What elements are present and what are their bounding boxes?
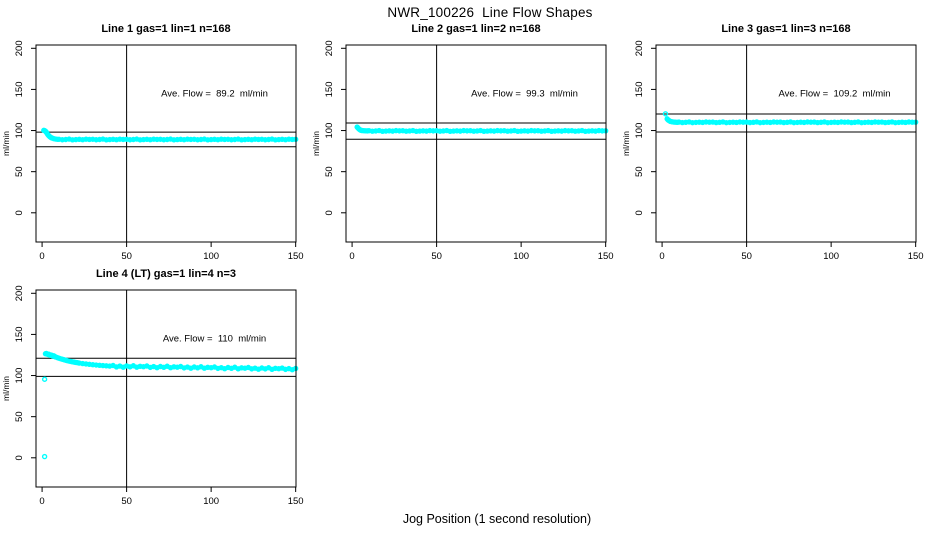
panel-2-plot: 0 50 100 150 0 50 100 150 200 ml/min Ave. Flow = 9… <box>311 40 614 262</box>
panel-1-plot: 0 50 100 150 0 50 100 150 200 ml/min Ave. Flow = 8… <box>1 40 304 262</box>
x-tick-label: 0 <box>39 496 44 507</box>
y-tick-label: 200 <box>14 40 25 56</box>
y-axis-label: ml/min <box>621 131 631 156</box>
y-tick-label: 0 <box>634 210 645 215</box>
y-tick-label: 150 <box>14 326 25 342</box>
y-tick-label: 100 <box>14 123 25 139</box>
plot-box <box>345 44 607 243</box>
figure-title: NWR_100226 Line Flow Shapes <box>387 5 593 20</box>
x-tick-label: 100 <box>203 251 219 262</box>
panel-3-plot: 0 50 100 150 0 50 100 150 200 ml/min Ave. Flow = 1… <box>621 40 924 262</box>
y-tick-label: 200 <box>324 40 335 56</box>
x-tick-label: 150 <box>598 251 614 262</box>
y-tick-label: 200 <box>14 285 25 301</box>
panel-line-2: Line 2 gas=1 lin=2 n=168 0 50 100 150 0 50 100… <box>310 22 626 272</box>
panel-2-title: Line 2 gas=1 lin=2 n=168 <box>411 23 541 35</box>
y-tick-label: 50 <box>634 166 645 177</box>
plot-box <box>35 289 297 488</box>
y-tick-label: 150 <box>324 81 335 97</box>
y-tick-label: 0 <box>14 210 25 215</box>
data-point <box>41 376 48 382</box>
ave-flow-annotation: Ave. Flow = 89.2 ml/min <box>161 89 268 100</box>
panel-line-1: Line 1 gas=1 lin=1 n=168 0 50 100 150 0 50 100… <box>0 22 316 272</box>
x-tick-label: 100 <box>203 496 219 507</box>
y-axis-label: ml/min <box>1 131 11 156</box>
x-axis-label: Jog Position (1 second resolution) <box>402 512 592 526</box>
data-point <box>41 453 48 460</box>
x-tick-label: 100 <box>513 251 529 262</box>
x-tick-label: 150 <box>288 496 304 507</box>
panel-4-title: Line 4 (LT) gas=1 lin=4 n=3 <box>95 268 237 280</box>
ave-flow-annotation: Ave. Flow = 109.2 ml/min <box>779 89 891 100</box>
y-tick-label: 50 <box>14 411 25 422</box>
panel-1-title: Line 1 gas=1 lin=1 n=168 <box>101 23 231 35</box>
x-tick-label: 0 <box>659 251 664 262</box>
x-tick-label: 50 <box>121 251 132 262</box>
y-axis-label: ml/min <box>1 376 11 401</box>
x-tick-label: 0 <box>349 251 354 262</box>
y-tick-label: 0 <box>14 455 25 460</box>
ave-flow-annotation: Ave. Flow = 110 ml/min <box>163 334 266 345</box>
y-tick-label: 100 <box>14 368 25 384</box>
panel-4-plot: 0 50 100 150 0 50 100 150 200 ml/min Ave. Flow = 1… <box>1 285 304 507</box>
x-tick-label: 150 <box>908 251 924 262</box>
data-point <box>662 111 669 117</box>
x-tick-label: 150 <box>288 251 304 262</box>
y-tick-label: 50 <box>324 166 335 177</box>
panel-line-3: Line 3 gas=1 lin=3 n=168 0 50 100 150 0 50 100… <box>620 22 936 272</box>
x-tick-label: 50 <box>431 251 442 262</box>
ave-flow-annotation: Ave. Flow = 99.3 ml/min <box>471 89 578 100</box>
x-tick-label: 100 <box>823 251 839 262</box>
panel-line-4: Line 4 (LT) gas=1 lin=4 n=3 0 50 100 150 0 50… <box>0 267 316 517</box>
y-axis-label: ml/min <box>311 131 321 156</box>
plot-box <box>655 44 917 243</box>
y-tick-label: 100 <box>634 123 645 139</box>
x-tick-label: 50 <box>121 496 132 507</box>
x-tick-label: 50 <box>741 251 752 262</box>
y-tick-label: 0 <box>324 210 335 215</box>
y-tick-label: 150 <box>634 81 645 97</box>
y-tick-label: 50 <box>14 166 25 177</box>
plot-box <box>35 44 297 243</box>
y-tick-label: 100 <box>324 123 335 139</box>
x-tick-label: 0 <box>39 251 44 262</box>
panel-3-title: Line 3 gas=1 lin=3 n=168 <box>721 23 851 35</box>
y-tick-label: 150 <box>14 81 25 97</box>
y-tick-label: 200 <box>634 40 645 56</box>
